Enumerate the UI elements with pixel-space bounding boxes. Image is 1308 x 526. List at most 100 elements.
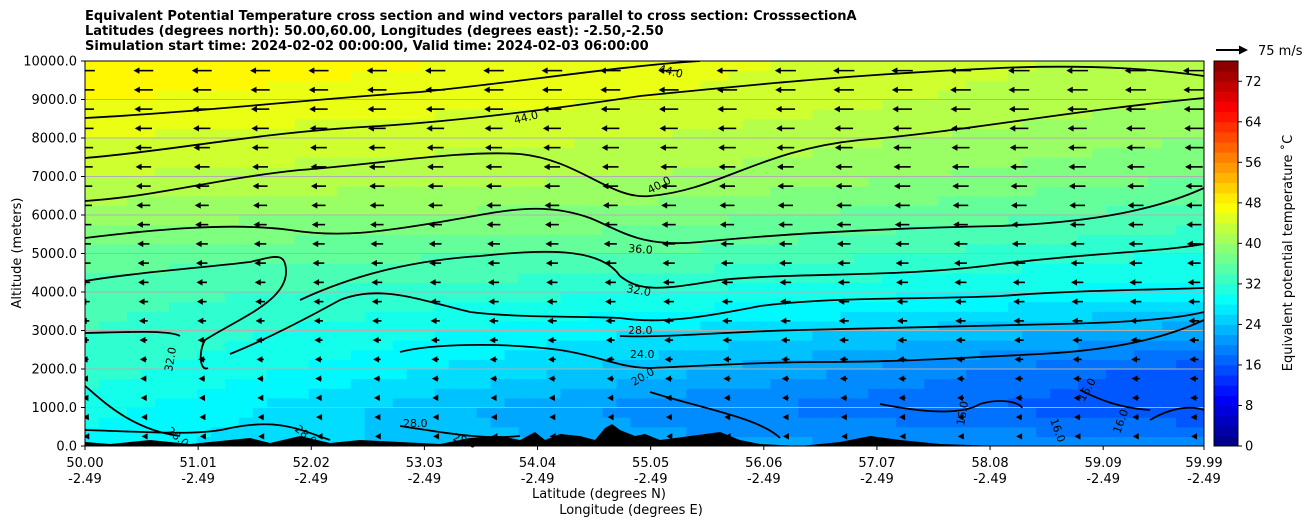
field-cell [490, 186, 506, 197]
field-cell [1036, 215, 1051, 226]
x-tick-label-latitude: 50.00 [66, 456, 103, 471]
field-cell [1008, 80, 1023, 91]
field-cell [1106, 128, 1121, 139]
field-cell [574, 378, 590, 389]
field-cell [448, 195, 464, 206]
field-cell [308, 80, 324, 91]
field-cell [700, 128, 716, 139]
field-cell [434, 349, 450, 360]
field-cell [266, 89, 282, 101]
wind-vector-head [892, 105, 899, 113]
wind-vector-head [955, 336, 962, 344]
field-cell [700, 311, 716, 322]
colorbar-segment [1214, 243, 1238, 254]
field-cell [85, 369, 100, 380]
field-cell [966, 359, 981, 370]
field-cell [938, 253, 953, 264]
field-cell [322, 195, 338, 206]
field-cell [1022, 243, 1037, 255]
field-cell [546, 378, 562, 389]
y-axis-label: Altitude (meters) [10, 198, 25, 309]
field-cell [672, 272, 688, 283]
field-cell [364, 195, 380, 206]
wind-vector-head [138, 298, 145, 305]
field-cell [840, 118, 855, 129]
field-cell [266, 176, 282, 187]
field-cell [364, 320, 380, 332]
field-cell [588, 205, 604, 216]
wind-vector-head [605, 298, 612, 305]
field-cell [756, 301, 771, 312]
field-cell [294, 61, 310, 72]
wind-vector-head [1072, 336, 1079, 344]
field-cell [308, 340, 324, 351]
field-cell [728, 157, 744, 168]
field-cell [686, 388, 702, 399]
wind-vector-head [483, 86, 490, 94]
field-cell [112, 292, 128, 303]
field-cell [308, 272, 324, 283]
field-cell [742, 118, 757, 129]
field-cell [126, 378, 142, 389]
field-cell [238, 263, 254, 274]
field-cell [308, 282, 324, 293]
field-cell [812, 349, 827, 360]
field-cell [546, 359, 562, 370]
field-cell [1050, 215, 1065, 226]
field-cell [868, 147, 883, 158]
field-cell [854, 215, 869, 226]
wind-vector-head [893, 163, 900, 171]
wind-vector-head [599, 67, 606, 74]
field-cell [854, 166, 869, 178]
field-cell [924, 99, 939, 110]
field-cell [560, 330, 576, 341]
field-cell [1106, 388, 1121, 399]
field-cell [798, 166, 813, 178]
field-cell [280, 109, 296, 120]
wind-vector-head [136, 221, 143, 228]
field-cell [1148, 89, 1163, 101]
field-cell [882, 176, 897, 187]
field-cell [1092, 157, 1107, 168]
field-cell [812, 436, 827, 446]
field-cell [364, 176, 380, 187]
field-cell [1064, 89, 1079, 101]
field-cell [1176, 166, 1191, 178]
field-cell [504, 138, 520, 149]
y-tick-label: 9000.0 [32, 93, 78, 108]
field-cell [812, 80, 827, 91]
field-cell [952, 369, 967, 380]
field-cell [770, 263, 785, 274]
field-cell [85, 407, 100, 418]
field-cell [742, 61, 757, 72]
field-cell [1176, 349, 1191, 360]
field-cell [812, 369, 827, 380]
field-cell [714, 70, 730, 81]
field-cell [644, 359, 660, 370]
field-cell [420, 205, 436, 216]
field-cell [210, 80, 226, 91]
field-cell [1064, 243, 1079, 255]
field-cell [238, 320, 254, 332]
field-cell [1078, 378, 1093, 389]
field-cell [1120, 186, 1135, 197]
field-cell [1176, 292, 1191, 303]
field-cell [1008, 301, 1023, 312]
wind-vector-head [956, 375, 963, 382]
wind-vector-head [425, 105, 432, 113]
field-cell [336, 359, 352, 370]
field-cell [126, 320, 142, 332]
field-cell [476, 195, 492, 206]
field-cell [1148, 349, 1163, 360]
wind-vector-head [899, 413, 906, 421]
field-cell [574, 263, 590, 274]
field-cell [686, 176, 702, 187]
field-cell [798, 292, 813, 303]
wind-vector-head [1131, 356, 1138, 363]
field-cell [504, 99, 520, 110]
field-cell [85, 320, 100, 332]
field-cell [798, 272, 813, 283]
field-cell [588, 61, 604, 72]
field-cell [322, 311, 338, 322]
x-tick-label-latitude: 54.04 [519, 456, 556, 471]
